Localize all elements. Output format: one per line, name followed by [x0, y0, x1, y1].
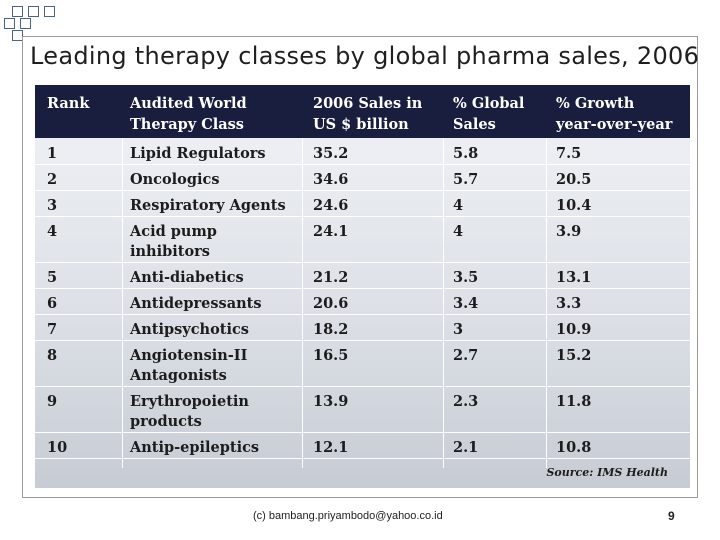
header-therapy-class: Audited World Therapy Class — [130, 95, 247, 133]
sales-cell: 21.2 — [313, 269, 349, 286]
sales-table: Rank Audited World Therapy Class 2006 Sa… — [35, 85, 690, 488]
global-sales-cell: 3.5 — [453, 269, 479, 286]
sales-cell: 13.9 — [313, 393, 349, 410]
table-row: 10 Antip-epileptics 12.1 2.1 10.8 — [35, 432, 690, 459]
therapy-class-cell: Angiotensin-II Antagonists — [130, 347, 248, 384]
column-divider — [546, 138, 547, 468]
table-row: 8 Angiotensin-II Antagonists 16.5 2.7 15.2 — [35, 340, 690, 387]
growth-cell: 10.8 — [556, 439, 592, 456]
therapy-class-cell: Antip-epileptics — [130, 439, 260, 456]
rank-cell: 6 — [47, 295, 58, 312]
growth-cell: 3.9 — [556, 223, 582, 240]
rank-cell: 2 — [47, 171, 58, 188]
header-sales: 2006 Sales in US $ billion — [313, 95, 423, 133]
rank-cell: 5 — [47, 269, 58, 286]
growth-cell: 3.3 — [556, 295, 582, 312]
global-sales-cell: 4 — [453, 197, 464, 214]
global-sales-cell: 2.1 — [453, 439, 479, 456]
table-row: 5 Anti-diabetics 21.2 3.5 13.1 — [35, 262, 690, 289]
sales-cell: 20.6 — [313, 295, 349, 312]
column-divider — [443, 138, 444, 468]
header-global-sales: % Global Sales — [453, 95, 525, 133]
rank-cell: 10 — [47, 439, 68, 456]
therapy-class-cell: Erythropoietin products — [130, 393, 249, 430]
rank-cell: 4 — [47, 223, 58, 240]
sales-cell: 18.2 — [313, 321, 349, 338]
table-row: 6 Antidepressants 20.6 3.4 3.3 — [35, 288, 690, 315]
global-sales-cell: 4 — [453, 223, 464, 240]
therapy-class-cell: Anti-diabetics — [130, 269, 244, 286]
slide-title: Leading therapy classes by global pharma… — [30, 42, 700, 70]
growth-cell: 13.1 — [556, 269, 592, 286]
page-number: 9 — [668, 509, 675, 523]
rank-cell: 3 — [47, 197, 58, 214]
rank-cell: 9 — [47, 393, 58, 410]
sales-cell: 16.5 — [313, 347, 349, 364]
global-sales-cell: 2.3 — [453, 393, 479, 410]
column-divider — [302, 138, 303, 468]
slide-frame — [22, 36, 698, 498]
sales-cell: 34.6 — [313, 171, 349, 188]
footer-email: (c) bambang.priyambodo@yahoo.co.id — [253, 510, 443, 522]
sales-cell: 24.1 — [313, 223, 349, 240]
therapy-class-cell: Antipsychotics — [130, 321, 249, 338]
rank-cell: 8 — [47, 347, 58, 364]
source-note: Source: IMS Health — [546, 466, 668, 479]
global-sales-cell: 3 — [453, 321, 464, 338]
therapy-class-cell: Respiratory Agents — [130, 197, 286, 214]
global-sales-cell: 5.7 — [453, 171, 479, 188]
growth-cell: 10.9 — [556, 321, 592, 338]
sales-cell: 24.6 — [313, 197, 349, 214]
header-rank: Rank — [47, 95, 90, 112]
therapy-class-cell: Oncologics — [130, 171, 220, 188]
growth-cell: 11.8 — [556, 393, 592, 410]
therapy-class-cell: Antidepressants — [130, 295, 262, 312]
table-row: 7 Antipsychotics 18.2 3 10.9 — [35, 314, 690, 341]
rank-cell: 7 — [47, 321, 58, 338]
table-row: 3 Respiratory Agents 24.6 4 10.4 — [35, 190, 690, 217]
header-growth: % Growth year-over-year — [556, 95, 673, 133]
therapy-class-cell: Acid pump inhibitors — [130, 223, 217, 260]
corner-decoration — [0, 0, 60, 41]
sales-cell: 12.1 — [313, 439, 349, 456]
growth-cell: 7.5 — [556, 145, 582, 162]
growth-cell: 20.5 — [556, 171, 592, 188]
sales-cell: 35.2 — [313, 145, 349, 162]
global-sales-cell: 2.7 — [453, 347, 479, 364]
rank-cell: 1 — [47, 145, 58, 162]
therapy-class-cell: Lipid Regulators — [130, 145, 266, 162]
table-row: 2 Oncologics 34.6 5.7 20.5 — [35, 164, 690, 191]
global-sales-cell: 3.4 — [453, 295, 479, 312]
table-row: 1 Lipid Regulators 35.2 5.8 7.5 — [35, 138, 690, 165]
table-row: 4 Acid pump inhibitors 24.1 4 3.9 — [35, 216, 690, 263]
column-divider — [122, 138, 123, 468]
table-header: Rank Audited World Therapy Class 2006 Sa… — [35, 85, 690, 138]
growth-cell: 15.2 — [556, 347, 592, 364]
global-sales-cell: 5.8 — [453, 145, 479, 162]
table-row: 9 Erythropoietin products 13.9 2.3 11.8 — [35, 386, 690, 433]
growth-cell: 10.4 — [556, 197, 592, 214]
